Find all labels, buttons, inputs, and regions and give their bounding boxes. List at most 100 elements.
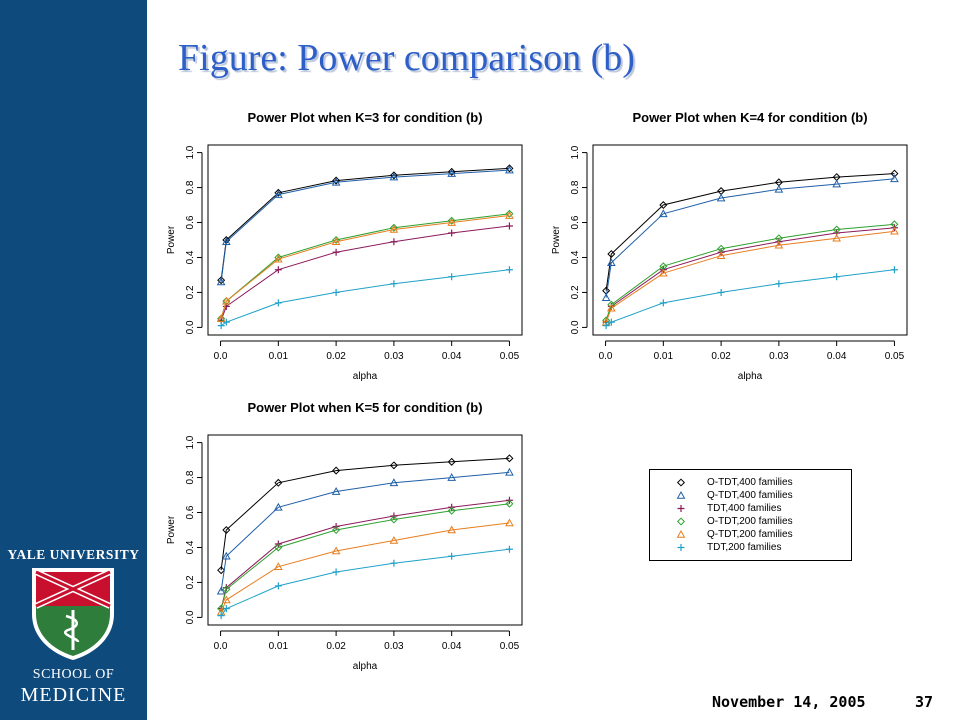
x-axis-label: alpha: [353, 371, 378, 382]
x-tick-label: 0.04: [442, 351, 462, 362]
data-point: [273, 562, 283, 571]
data-point: [505, 454, 514, 463]
legend-entry: TDT,400 families: [650, 502, 851, 515]
data-point: [331, 546, 341, 555]
y-axis-label: Power: [166, 515, 177, 544]
chart-title: Power Plot when K=5 for condition (b): [247, 400, 482, 415]
data-point: [221, 237, 231, 246]
legend-entry: O-TDT,200 families: [650, 515, 851, 528]
y-tick-label: 0.6: [185, 215, 196, 229]
x-tick-label: 0.02: [326, 641, 346, 652]
yale-medicine-shield-icon: [32, 568, 114, 660]
x-tick-label: 0.04: [827, 351, 847, 362]
data-point: [221, 296, 231, 305]
legend-symbol: [677, 505, 685, 512]
data-point: [273, 502, 283, 511]
x-tick-label: 0.02: [711, 351, 731, 362]
x-tick-label: 0.0: [599, 351, 613, 362]
data-point: [447, 216, 456, 225]
data-point: [716, 251, 726, 260]
data-point: [505, 545, 513, 553]
data-point: [389, 515, 398, 524]
data-point: [447, 457, 456, 466]
y-tick-label: 0.8: [185, 180, 196, 194]
plot-frame: [592, 144, 908, 336]
y-tick-label: 0.6: [185, 505, 196, 519]
data-point: [505, 210, 514, 219]
plot-frame: [207, 144, 523, 336]
legend-symbol: [676, 517, 686, 526]
legend-label: TDT,200 families: [707, 542, 782, 553]
x-tick-label: 0.01: [269, 351, 289, 362]
data-point: [389, 172, 399, 181]
data-point: [221, 595, 231, 604]
data-point: [832, 233, 842, 242]
x-tick-label: 0.05: [885, 351, 905, 362]
y-tick-label: 0.4: [185, 250, 196, 264]
x-tick-label: 0.05: [500, 641, 520, 652]
x-tick-label: 0.01: [269, 641, 289, 652]
y-tick-label: 0.8: [570, 180, 581, 194]
y-tick-label: 0.0: [185, 610, 196, 624]
legend-marker: [676, 529, 686, 538]
y-tick-label: 1.0: [570, 145, 581, 159]
data-point: [222, 297, 231, 306]
x-tick-label: 0.01: [654, 351, 674, 362]
data-point: [505, 209, 514, 218]
data-point: [216, 314, 226, 322]
data-point: [659, 299, 667, 307]
data-point: [331, 237, 341, 246]
data-point: [222, 525, 231, 535]
x-tick-label: 0.03: [384, 641, 404, 652]
data-point: [447, 169, 457, 177]
legend-symbol: [676, 478, 686, 487]
data-point: [658, 209, 668, 218]
series-line: [605, 230, 895, 323]
series-line: [220, 169, 510, 283]
legend-marker: [676, 478, 686, 487]
y-tick-label: 0.2: [185, 285, 196, 299]
data-point: [274, 582, 282, 590]
data-point: [447, 525, 457, 534]
data-point: [222, 585, 231, 594]
x-tick-label: 0.03: [384, 351, 404, 362]
power-plot-k3: Power Plot when K=3 for condition (b) 0.0…: [166, 110, 523, 382]
data-point: [273, 190, 283, 198]
data-point: [332, 568, 340, 576]
x-tick-label: 0.04: [442, 641, 462, 652]
legend-marker: [677, 544, 685, 551]
legend-marker: [676, 490, 686, 499]
sidebar: YALE UNIVERSITY SCHOOL OF MEDICINE: [0, 0, 147, 720]
series-line: [220, 471, 510, 592]
series-line: [605, 269, 895, 327]
data-point: [332, 248, 340, 256]
data-point: [505, 266, 513, 274]
y-tick-label: 1.0: [185, 145, 196, 159]
data-point: [505, 165, 514, 174]
data-point: [274, 188, 283, 197]
x-tick-label: 0.02: [326, 351, 346, 362]
data-point: [390, 280, 398, 288]
legend-label: Q-TDT,200 families: [707, 529, 793, 540]
slide-title: Figure: Power comparison (b): [178, 37, 635, 79]
legend-label: O-TDT,400 families: [707, 477, 793, 488]
x-tick-label: 0.05: [500, 351, 520, 362]
x-axis-label: alpha: [738, 371, 763, 382]
data-point: [222, 318, 230, 326]
legend-entry: O-TDT,400 families: [650, 476, 851, 489]
data-point: [389, 224, 399, 233]
data-point: [606, 258, 616, 267]
legend-symbol: [676, 529, 686, 538]
data-point: [890, 266, 898, 274]
y-tick-label: 0.0: [570, 320, 581, 334]
series-line: [605, 223, 895, 321]
y-tick-label: 1.0: [185, 435, 196, 449]
data-point: [774, 240, 784, 249]
legend-symbol: [677, 544, 685, 551]
data-point: [890, 174, 899, 183]
legend-entry: TDT,200 families: [650, 541, 851, 554]
data-point: [274, 253, 283, 262]
data-point: [447, 167, 456, 176]
y-axis-label: Power: [551, 225, 562, 254]
legend-entry: Q-TDT,400 families: [650, 489, 851, 502]
